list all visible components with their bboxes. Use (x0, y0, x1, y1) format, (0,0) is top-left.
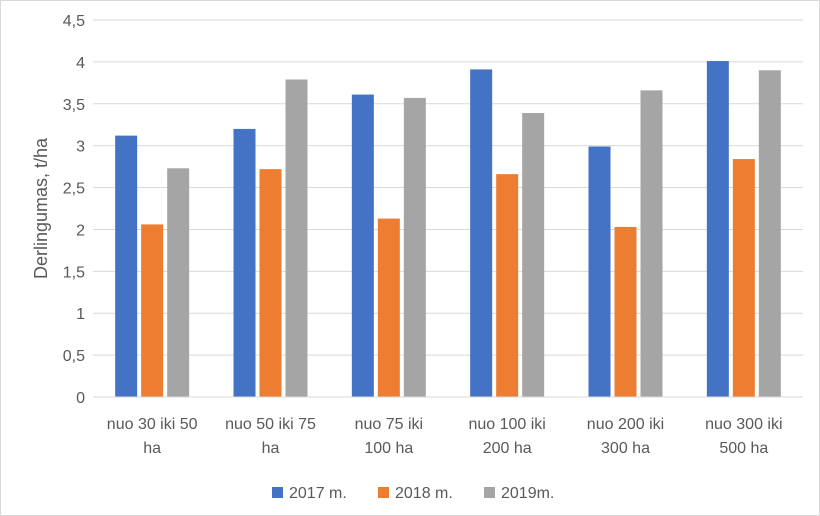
y-tick-label: 0 (76, 390, 85, 407)
bar-2019m (167, 168, 190, 397)
y-axis-ticks: 0 0,5 1 1,5 2 2,5 3 3,5 4 4,5 (63, 13, 85, 407)
bar-2018-m (141, 224, 164, 397)
x-tick-label: nuo 75 iki 100 ha (355, 416, 424, 457)
bar-2017-m (588, 146, 611, 397)
x-axis-ticks: nuo 30 iki 50 ha nuo 50 iki 75 ha nuo 75 iki… (107, 416, 783, 457)
legend-label: 2019m. (501, 485, 554, 502)
bars (115, 61, 781, 398)
bar-2017-m (706, 61, 729, 397)
y-tick-label: 2 (76, 222, 85, 239)
y-tick-label: 0,5 (63, 348, 85, 365)
x-tick-label: nuo 30 iki 50 ha (107, 416, 198, 457)
bar-2018-m (259, 169, 282, 397)
bar-2017-m (470, 69, 493, 397)
gridlines (93, 19, 803, 356)
legend-label: 2018 m. (395, 485, 453, 502)
legend-swatch (272, 487, 283, 498)
x-tick-label: nuo 100 iki 200 ha (468, 416, 545, 457)
legend-swatch (484, 487, 495, 498)
bar-2019m (640, 90, 663, 397)
x-tick-label: nuo 300 iki 500 ha (705, 416, 782, 457)
y-axis-title: Derlingumas, t/ha (31, 137, 51, 279)
y-tick-label: 4,5 (63, 13, 85, 30)
bar-2017-m (233, 128, 256, 397)
y-tick-label: 1,5 (63, 264, 85, 281)
x-tick-label: nuo 200 iki 300 ha (587, 416, 664, 457)
bar-2017-m (351, 94, 374, 397)
y-tick-label: 2,5 (63, 181, 85, 198)
y-tick-label: 3,5 (63, 97, 85, 114)
legend-label: 2017 m. (289, 485, 347, 502)
bar-2019m (403, 97, 426, 397)
bar-2019m (758, 70, 781, 398)
legend-swatch (378, 487, 389, 498)
bar-2019m (285, 79, 308, 397)
x-tick-label: nuo 50 iki 75 ha (225, 416, 316, 457)
bar-2019m (522, 112, 545, 397)
y-tick-label: 1 (76, 306, 85, 323)
y-tick-label: 3 (76, 139, 85, 156)
bar-2018-m (732, 159, 755, 397)
y-tick-label: 4 (76, 55, 85, 72)
bar-2018-m (496, 174, 519, 397)
legend: 2017 m. 2018 m. 2019m. (272, 485, 554, 502)
bar-2018-m (614, 226, 637, 397)
bar-2018-m (377, 218, 400, 397)
bar-2017-m (115, 135, 138, 397)
